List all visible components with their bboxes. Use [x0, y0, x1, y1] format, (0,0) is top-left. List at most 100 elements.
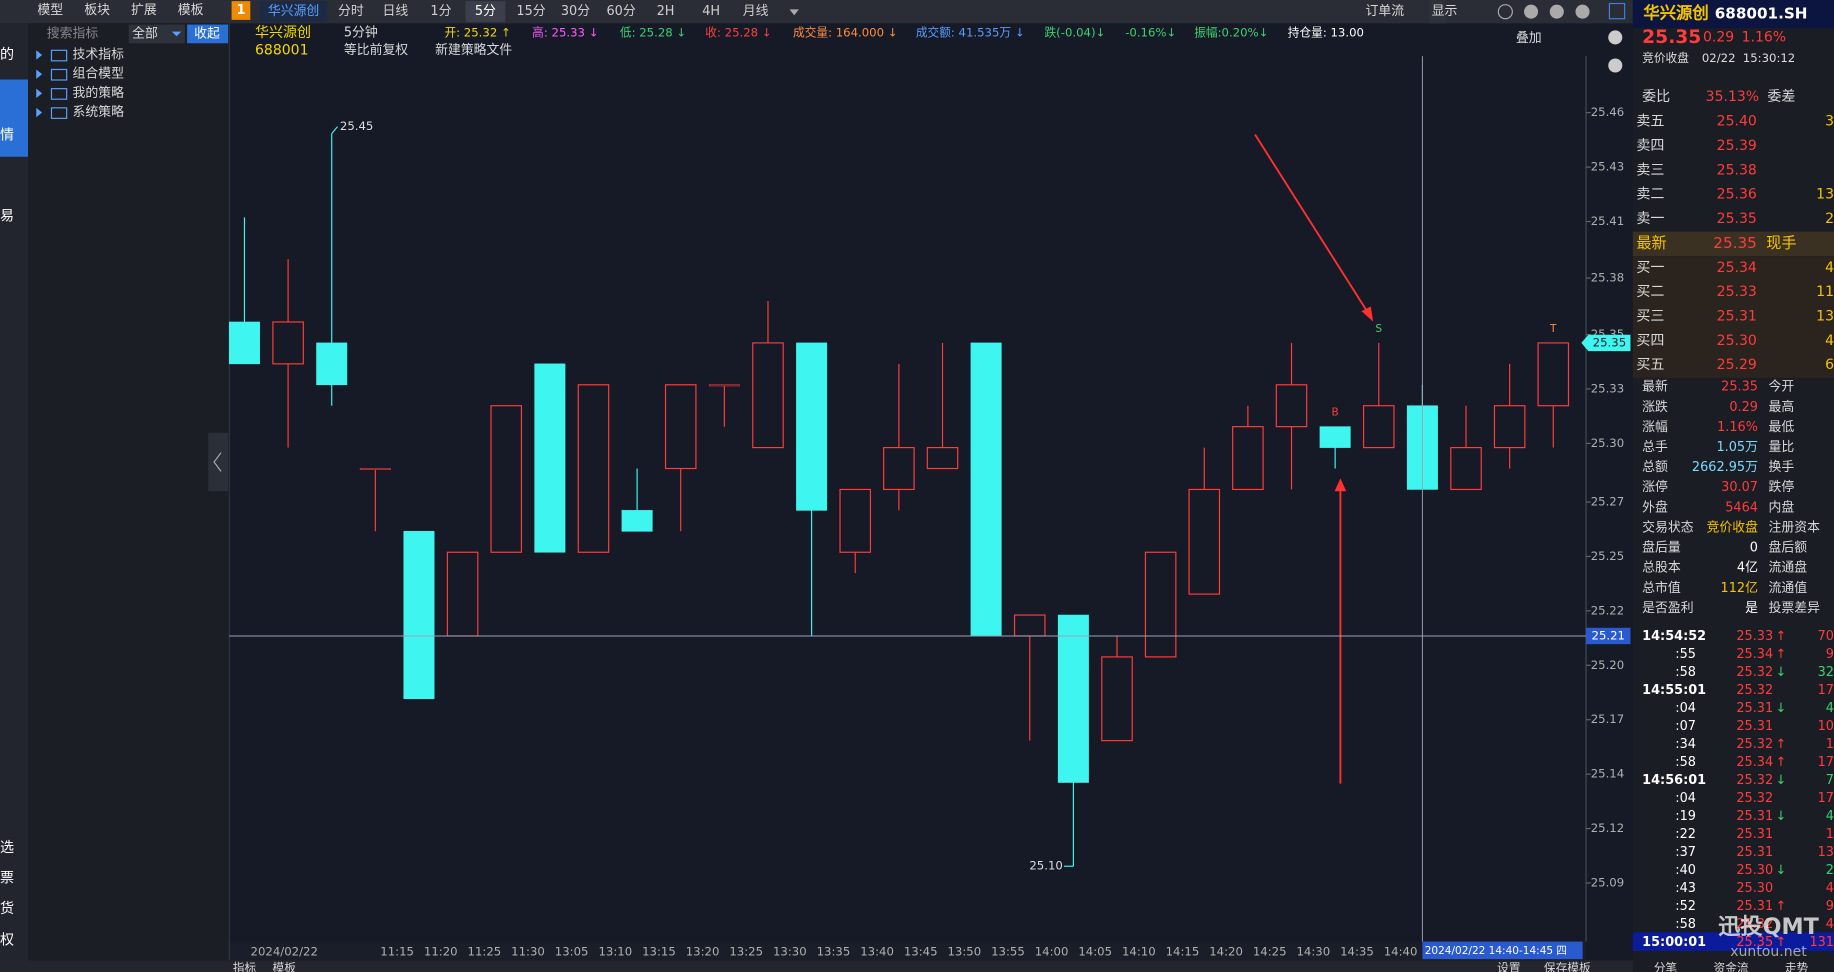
expand-button[interactable] — [1608, 58, 1623, 73]
collapse-button[interactable] — [187, 24, 229, 44]
tick-price: 25.31 — [1736, 845, 1773, 860]
menu-tab[interactable]: 扩展 — [131, 3, 157, 18]
y-tick-label: 25.46 — [1591, 105, 1624, 119]
stat-label: 流通盘 — [1769, 560, 1808, 576]
period-tab[interactable]: 分时 — [338, 4, 364, 19]
tick-time: :52 — [1675, 899, 1696, 914]
tick-time: :58 — [1675, 665, 1696, 680]
latest-price: 25.35 — [1713, 234, 1756, 252]
bottom-tab[interactable]: 指标 — [233, 961, 257, 972]
candle-body — [272, 321, 304, 365]
display-menu[interactable]: 显示 — [1432, 4, 1458, 19]
stat-value: 1.05万 — [1716, 440, 1758, 455]
tick-time: :22 — [1675, 827, 1696, 842]
menu-tab[interactable]: 板块 — [84, 3, 110, 18]
sidebar-item[interactable]: 易 — [0, 208, 14, 224]
y-tick-label: 25.30 — [1591, 436, 1624, 450]
period-tab[interactable]: 30分 — [561, 4, 590, 19]
stat-label: 交易状态 — [1642, 519, 1694, 535]
x-tick-label: 14:40 — [1384, 945, 1418, 959]
candle-body — [883, 446, 915, 491]
panel-toggle[interactable] — [208, 432, 229, 492]
quote-tab[interactable]: 分笔 — [1654, 961, 1678, 972]
tick-volume: 17 — [1818, 791, 1834, 806]
candle-body — [534, 363, 566, 553]
period-tab[interactable]: 60分 — [606, 4, 635, 19]
stat-label: 投票差异 — [1769, 600, 1821, 616]
tick-time: :07 — [1675, 719, 1696, 734]
period-tab[interactable]: 2H — [657, 4, 675, 19]
sidebar-item[interactable]: 票 — [0, 870, 14, 886]
tick-volume: 7 — [1826, 773, 1834, 788]
stat-value: 5464 — [1725, 500, 1758, 515]
sidebar-item[interactable]: 权 — [0, 932, 14, 948]
stat-label: 外盘 — [1642, 499, 1668, 515]
period-tab[interactable]: 日线 — [382, 4, 408, 19]
tick-time: :04 — [1675, 791, 1696, 806]
arrow-head — [1361, 306, 1374, 322]
period-more[interactable] — [789, 9, 799, 16]
period-tab[interactable]: 4H — [702, 4, 720, 19]
ohlc-field: -0.16%↓ — [1125, 25, 1176, 39]
x-tick-label: 11:30 — [511, 945, 545, 959]
period-tab[interactable]: 月线 — [743, 4, 769, 19]
ohlc-field: 振幅:0.20%↓ — [1194, 25, 1268, 39]
sidebar-item[interactable]: 情 — [0, 128, 14, 144]
ohlc-field: 持仓量: 13.00 — [1288, 25, 1364, 39]
save-template-button[interactable]: 保存模板 — [1544, 961, 1591, 972]
x-tick-label: 14:15 — [1166, 945, 1200, 959]
sidebar-item[interactable]: 选 — [0, 840, 14, 856]
tick-highlight — [1632, 932, 1834, 951]
quote-tab[interactable]: 走势 — [1785, 961, 1809, 972]
tree-item[interactable]: 技术指标 — [73, 47, 125, 62]
filter[interactable]: 全部 — [132, 25, 158, 41]
stat-label: 最新 — [1642, 379, 1668, 395]
menu-tab[interactable]: 模板 — [178, 3, 204, 18]
quote-tab[interactable]: 资金流 — [1714, 961, 1749, 972]
y-tick-label: 25.43 — [1591, 160, 1624, 174]
search-input[interactable]: 搜索指标 — [47, 26, 99, 41]
period-tab[interactable]: 5分 — [475, 4, 496, 19]
stat-value: 25.35 — [1721, 380, 1758, 395]
settings-button[interactable]: 设置 — [1497, 961, 1521, 972]
quote-status: 竞价收盘 — [1642, 51, 1689, 65]
stock-tab[interactable]: 华兴源创 — [268, 4, 319, 19]
minimize-button[interactable] — [1549, 4, 1564, 19]
tick-time: :40 — [1675, 863, 1696, 878]
candle-body — [1188, 488, 1221, 595]
sidebar-item[interactable]: 的 — [0, 47, 14, 63]
period-tab[interactable]: 1分 — [430, 4, 451, 19]
x-tick-label: 13:50 — [947, 945, 981, 959]
x-tick-label: 13:45 — [904, 945, 938, 959]
settings-button[interactable] — [1575, 4, 1590, 19]
ratio-value: 35.13% — [1706, 89, 1759, 105]
filter-box[interactable] — [128, 24, 185, 44]
add-button[interactable] — [1524, 4, 1539, 19]
stat-label: 涨停 — [1642, 479, 1668, 495]
overlay-button[interactable]: 叠加 — [1516, 31, 1542, 46]
sidebar-item[interactable]: 货 — [0, 900, 14, 917]
tick-price: 25.31 — [1736, 809, 1773, 824]
collapse[interactable]: 收起 — [194, 26, 220, 41]
quote-change: 0.29 — [1703, 29, 1734, 45]
stat-label: 流通值 — [1769, 580, 1808, 596]
tick-price: 25.31 — [1736, 701, 1773, 716]
order-flow[interactable]: 订单流 — [1366, 4, 1405, 19]
period-tab[interactable]: 15分 — [516, 4, 545, 19]
close-chart-button[interactable] — [1608, 30, 1623, 45]
display-dropdown[interactable] — [1429, 0, 1446, 24]
candle-body — [1450, 446, 1482, 491]
filter-caret — [171, 31, 182, 37]
book-volume: 2 — [1825, 211, 1834, 227]
refresh-button[interactable] — [1497, 4, 1513, 20]
tick-volume: 13 — [1818, 845, 1834, 860]
tree-item[interactable]: 组合模型 — [73, 67, 125, 82]
bottom-tab[interactable]: 模板 — [273, 961, 297, 972]
tree-item[interactable]: 系统策略 — [73, 104, 125, 120]
layout-button[interactable] — [1608, 2, 1626, 20]
tree-item[interactable]: 我的策略 — [73, 85, 125, 101]
x-tick-label: 14:10 — [1122, 945, 1156, 959]
stat-label: 内盘 — [1769, 499, 1795, 515]
new-strategy[interactable]: 新建策略文件 — [435, 42, 512, 58]
menu-tab[interactable]: 模型 — [37, 3, 63, 18]
